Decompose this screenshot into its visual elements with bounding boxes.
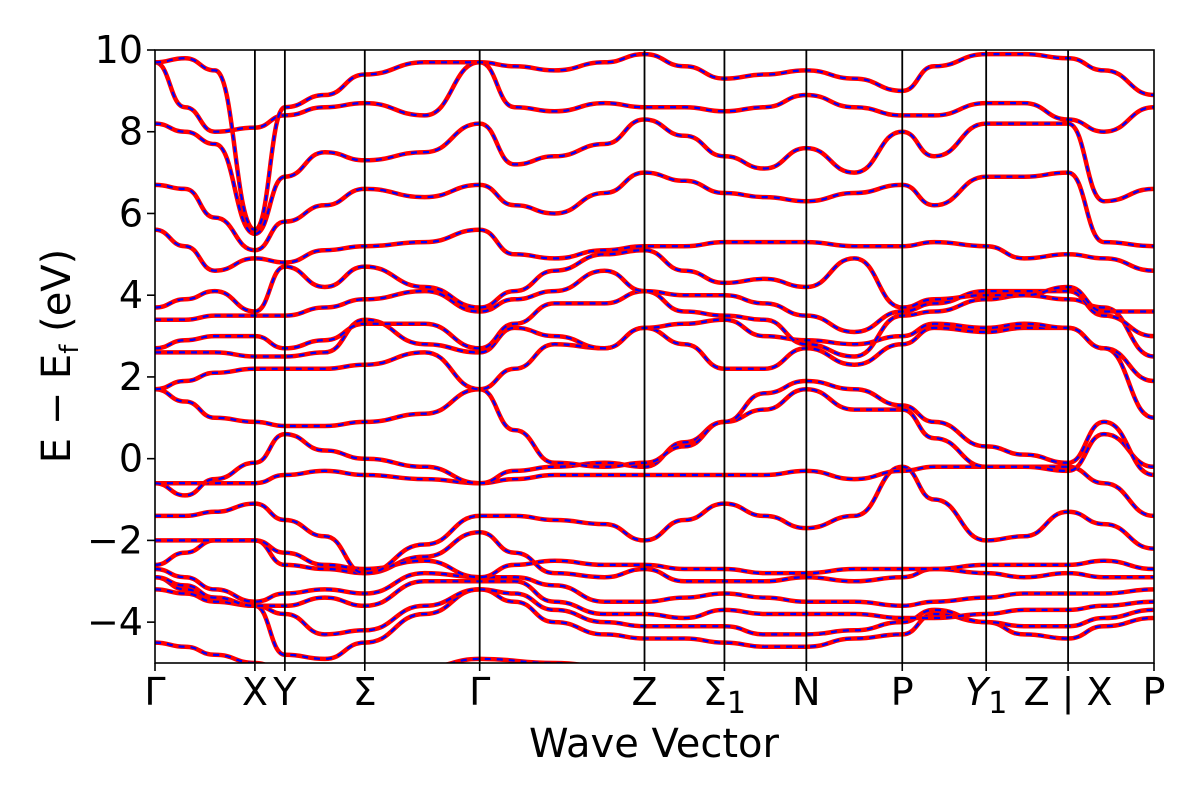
band-21-red (155, 51, 1154, 233)
x-tick-label-3: Y (272, 670, 297, 714)
y-axis-label-sub: f (55, 344, 85, 354)
x-tick-label-4: Σ (353, 670, 377, 714)
x-tick-label-12: P (1143, 670, 1166, 714)
band-11-blue-dashed (155, 379, 1154, 477)
band-12-blue-dashed (155, 326, 1154, 419)
y-tick-label-2: −2 (87, 518, 143, 562)
y-tick-label-8: 10 (95, 28, 143, 72)
x-tick-label-5: Γ (469, 670, 490, 714)
x-tick-label-2: X (242, 670, 268, 714)
x-tick-label-6: Z (631, 670, 657, 714)
y-axis-label: E − Ef (eV) (34, 249, 85, 464)
x-tick-label-1: Γ (144, 670, 165, 714)
plot-frame (154, 49, 1155, 664)
x-axis-ticks: Γ X Y Σ Γ Z Σ1 N P Y1 Z | X P (144, 663, 1165, 721)
y-axis-label-main: E − E (34, 354, 80, 464)
y-axis-ticks: −4 −2 0 2 4 6 8 10 (87, 28, 155, 644)
band-10-red (155, 386, 1154, 498)
band-21-blue-dashed (155, 52, 1154, 231)
y-tick-label-4: 2 (119, 355, 143, 399)
x-tick-label-9: P (891, 670, 914, 714)
x-tick-label-8: N (792, 670, 820, 714)
band-16-blue-dashed (155, 249, 1154, 313)
y-tick-label-6: 6 (119, 191, 143, 235)
x-tick-label-11: Z | X (1024, 670, 1113, 715)
band-18-red (155, 170, 1154, 253)
band-12-red (155, 325, 1154, 421)
high-symmetry-lines (253, 50, 1069, 663)
x-tick-label-10: Y1 (965, 670, 1007, 721)
y-tick-label-3: 0 (119, 437, 143, 481)
y-tick-label-5: 4 (119, 273, 143, 317)
band-lines (155, 51, 1154, 663)
band-16-red (155, 247, 1154, 314)
x-tick-label-7: Σ1 (703, 670, 746, 721)
band-9-red (155, 464, 1154, 519)
y-tick-label-1: −4 (87, 600, 143, 644)
band-10-blue-dashed (155, 388, 1154, 497)
y-tick-label-7: 8 (119, 110, 143, 154)
x-axis-label: Wave Vector (529, 721, 780, 767)
y-axis-label-unit: (eV) (34, 249, 80, 345)
